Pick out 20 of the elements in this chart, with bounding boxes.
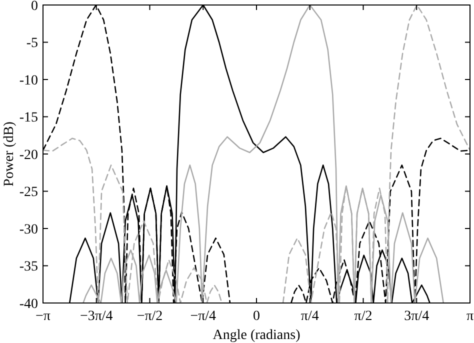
y-tick-label: -35 — [19, 260, 38, 275]
y-tick-label: -10 — [19, 73, 38, 88]
x-tick-label: 0 — [253, 309, 260, 324]
x-axis-title: Angle (radians) — [212, 328, 301, 343]
y-tick-label: -5 — [26, 36, 38, 52]
y-tick-label: -40 — [19, 296, 38, 312]
x-tick-label: π — [466, 309, 474, 324]
y-tick-label: 0 — [31, 0, 38, 14]
x-tick-label: π/4 — [300, 309, 319, 324]
x-tick-label: −3π/4 — [80, 309, 113, 324]
y-axis-title: Power (dB) — [2, 121, 17, 186]
y-tick-label: -15 — [19, 110, 38, 126]
y-tick-label: -30 — [19, 222, 38, 238]
x-tick-label: π/2 — [354, 309, 372, 324]
x-tick-label: 3π/4 — [404, 309, 430, 324]
x-tick-label: −π — [36, 309, 50, 324]
x-tick-label: −π/2 — [136, 309, 163, 324]
y-tick-label: -20 — [19, 148, 38, 163]
y-tick-label: -25 — [19, 185, 38, 200]
x-tick-label: −π/4 — [190, 309, 216, 324]
